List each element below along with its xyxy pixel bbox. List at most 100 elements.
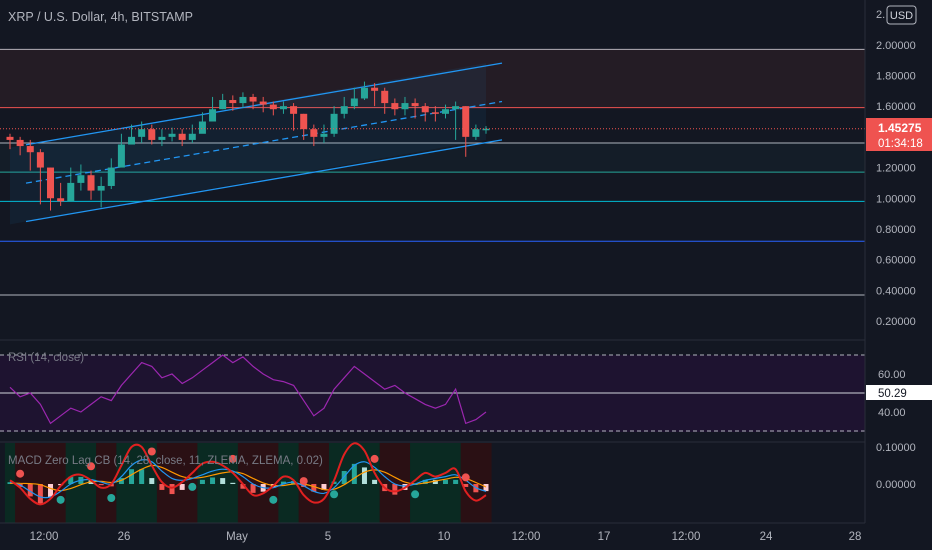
macd-hist-bar: [98, 484, 104, 486]
macd-hist-bar: [432, 479, 438, 484]
candle-body: [26, 146, 34, 153]
macd-shade: [410, 443, 421, 523]
bear-cross-dot: [299, 477, 308, 486]
currency-badge-frame[interactable]: [886, 5, 917, 25]
candle: [219, 93, 227, 110]
time-labels: 12:00 26 May 5 10 12:00 17 12:00 24 28: [30, 531, 862, 543]
bull-cross-dot: [107, 494, 116, 502]
macd-hist-bar: [220, 478, 226, 484]
candle: [411, 98, 419, 119]
time-label: 12:00: [30, 531, 59, 543]
macd-signal-line: [9, 464, 487, 492]
candle-body: [441, 109, 449, 114]
candle: [279, 101, 287, 114]
macd-shade: [389, 443, 401, 523]
candle: [117, 133, 125, 168]
candle: [330, 106, 338, 137]
currency-badge[interactable]: USD: [890, 10, 913, 22]
candle-body: [371, 87, 379, 91]
candle-body: [249, 96, 257, 102]
candle: [16, 136, 24, 156]
candle: [441, 104, 449, 119]
candle-body: [462, 106, 470, 137]
candle: [360, 81, 368, 101]
macd-hist-bar: [321, 484, 327, 490]
rsi-ticks: 60.00 40.00: [878, 369, 906, 419]
macd-hist-bar: [240, 484, 246, 489]
candle: [168, 127, 176, 142]
macd-shade: [379, 443, 391, 523]
macd-hist-bar: [351, 463, 357, 484]
channel-fill: [10, 63, 486, 225]
macd-hist-bar: [159, 484, 165, 490]
candle-body: [381, 90, 389, 104]
candle: [87, 170, 95, 200]
candle: [97, 176, 105, 208]
macd-hist-bar: [463, 484, 469, 487]
macd-ticks: 0.10000 0.00000: [876, 442, 916, 491]
macd-shade: [45, 443, 57, 523]
price-tick: 2.00000: [876, 40, 916, 52]
candle-body: [77, 175, 85, 183]
symbol-title[interactable]: XRP / U.S. Dollar, 4h, BITSTAMP: [8, 10, 193, 24]
candle-body: [57, 198, 65, 202]
candle-body: [330, 113, 338, 134]
price-axis[interactable]: 2.000001.800001.600001.400001.200001.000…: [864, 0, 932, 523]
macd-hist-bar: [68, 476, 74, 484]
macd-hist-bar: [422, 479, 428, 484]
macd-shade: [480, 443, 492, 523]
price-bands: [0, 49, 865, 173]
macd-pane[interactable]: MACD Zero Lag CB (14, 28, close, 11, ZLE…: [0, 441, 865, 523]
macd-shade: [308, 443, 320, 523]
candle: [381, 87, 389, 114]
macd-shade: [35, 443, 46, 523]
macd-shade: [25, 443, 36, 523]
channel-mid-line[interactable]: [25, 100, 503, 184]
macd-hist-bar: [442, 479, 448, 484]
candle: [452, 101, 460, 140]
candle-body: [97, 185, 105, 191]
time-label: 28: [849, 531, 862, 543]
candle-body: [350, 98, 358, 107]
candle-body: [168, 133, 176, 137]
candle-body: [229, 100, 237, 104]
resistance-band: [0, 49, 865, 108]
bull-cross-dot: [56, 495, 65, 504]
macd-shade: [460, 443, 472, 523]
macd-cross-dots: [16, 447, 470, 504]
rsi-value: 50.29: [878, 388, 907, 400]
candle-body: [310, 129, 318, 137]
macd-hist-bar: [230, 482, 236, 484]
price-tick: 1.60000: [876, 101, 916, 113]
candle-body: [209, 109, 217, 122]
price-tick: 0.60000: [876, 255, 916, 267]
price-axis-background: [865, 0, 932, 523]
rsi-pane[interactable]: RSI (14, close): [0, 339, 865, 432]
candle: [188, 124, 196, 143]
macd-hist-bar: [250, 484, 256, 493]
candle-body: [320, 133, 328, 137]
time-axis[interactable]: 12:00 26 May 5 10 12:00 17 12:00 24 28: [0, 522, 865, 543]
time-label: 12:00: [672, 531, 701, 543]
last-price-label: [866, 118, 932, 151]
horizontal-levels: [0, 48, 865, 296]
time-label: 5: [325, 531, 331, 543]
macd-hist-bar: [118, 478, 124, 484]
candle: [47, 167, 55, 211]
candle-body: [340, 106, 348, 114]
macd-title: MACD Zero Lag CB (14, 28, close, 11, ZLE…: [8, 455, 323, 467]
macd-hist-bar: [210, 477, 216, 484]
candle: [239, 92, 247, 108]
macd-shade: [318, 443, 330, 523]
macd-shade: [96, 443, 107, 523]
candle: [462, 106, 470, 157]
price-tick: 0.80000: [876, 224, 916, 236]
candle: [229, 95, 237, 111]
candle-body: [482, 128, 490, 131]
candle: [391, 98, 399, 116]
bar-countdown: 01:34:18: [878, 138, 923, 150]
channel-lower-line[interactable]: [25, 139, 503, 223]
macd-hist-bar: [179, 484, 185, 490]
